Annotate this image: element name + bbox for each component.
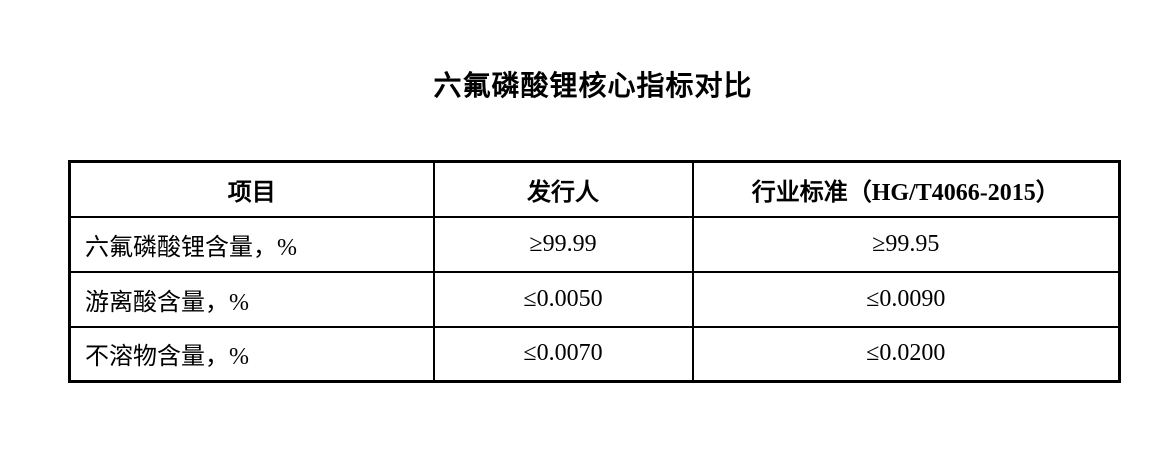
standard-value: ≤0.0200: [691, 325, 1121, 383]
issuer-value: ≥99.99: [432, 215, 694, 273]
header-issuer: 发行人: [432, 160, 694, 218]
header-standard: 行业标准（HG/T4066-2015）: [691, 160, 1121, 218]
document-content: 六氟磷酸锂核心指标对比 项目 发行人 行业标准（HG/T4066-2015） 六…: [68, 0, 1121, 383]
page-title: 六氟磷酸锂核心指标对比: [433, 71, 753, 102]
table-row: 六氟磷酸锂含量，% ≥99.99 ≥99.95: [68, 215, 1121, 273]
header-item: 项目: [68, 160, 435, 218]
row-item-label: 游离酸含量，%: [68, 270, 435, 328]
table-header-row: 项目 发行人 行业标准（HG/T4066-2015）: [68, 160, 1121, 218]
comparison-table: 项目 发行人 行业标准（HG/T4066-2015） 六氟磷酸锂含量，% ≥99…: [68, 160, 1121, 383]
table-row: 不溶物含量，% ≤0.0070 ≤0.0200: [68, 325, 1121, 383]
issuer-value: ≤0.0070: [432, 325, 694, 383]
issuer-value: ≤0.0050: [432, 270, 694, 328]
row-item-label: 不溶物含量，%: [68, 325, 435, 383]
table-row: 游离酸含量，% ≤0.0050 ≤0.0090: [68, 270, 1121, 328]
standard-value: ≤0.0090: [691, 270, 1121, 328]
row-item-label: 六氟磷酸锂含量，%: [68, 215, 435, 273]
standard-value: ≥99.95: [691, 215, 1121, 273]
